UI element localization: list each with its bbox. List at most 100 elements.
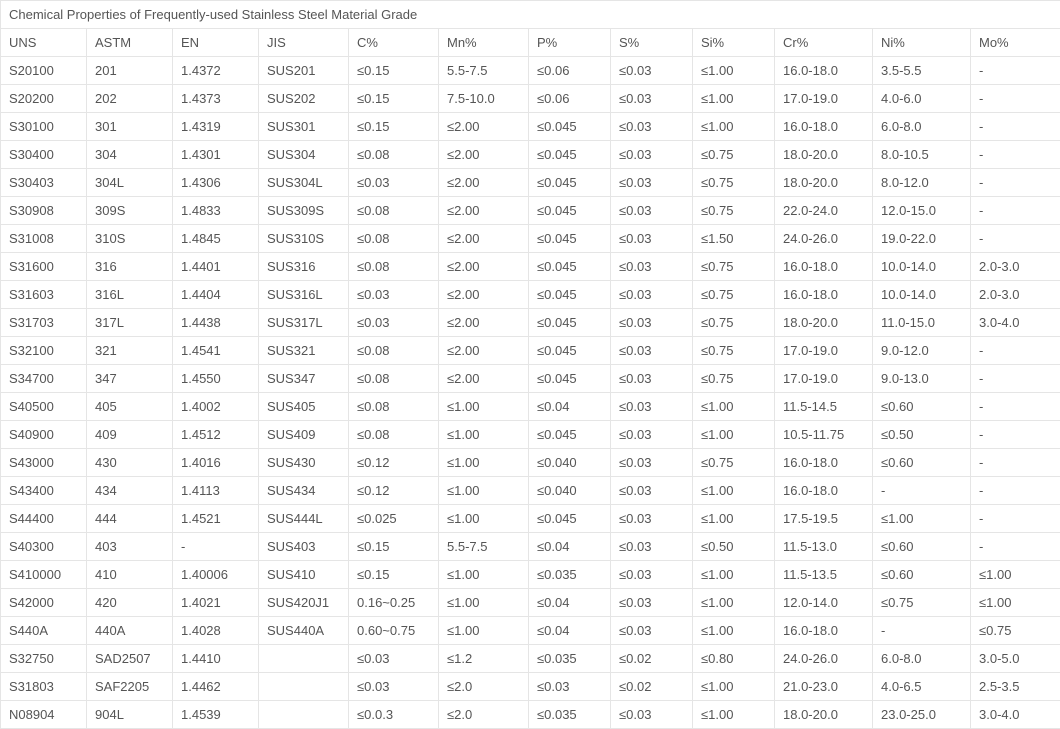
table-cell: SUS403 [259, 533, 349, 561]
table-row: S304003041.4301SUS304≤0.08≤2.00≤0.045≤0.… [1, 141, 1060, 169]
table-cell: 16.0-18.0 [775, 57, 873, 85]
table-cell: ≤0.08 [349, 197, 439, 225]
table-row: S202002021.4373SUS202≤0.157.5-10.0≤0.06≤… [1, 85, 1060, 113]
table-cell: ≤0.045 [529, 225, 611, 253]
table-cell: - [971, 225, 1060, 253]
table-cell: ≤1.00 [693, 673, 775, 701]
table-cell: ≤0.03 [611, 393, 693, 421]
table-cell: ≤0.75 [693, 197, 775, 225]
table-cell: ≤0.04 [529, 617, 611, 645]
table-cell: 317L [87, 309, 173, 337]
table-cell: - [971, 57, 1060, 85]
table-cell: 5.5-7.5 [439, 533, 529, 561]
table-cell: 5.5-7.5 [439, 57, 529, 85]
table-cell: 18.0-20.0 [775, 309, 873, 337]
table-cell: ≤0.03 [611, 169, 693, 197]
table-cell: ≤1.00 [439, 505, 529, 533]
table-cell: ≤0.75 [693, 449, 775, 477]
table-row: S321003211.4541SUS321≤0.08≤2.00≤0.045≤0.… [1, 337, 1060, 365]
table-cell: 440A [87, 617, 173, 645]
table-cell: 17.0-19.0 [775, 85, 873, 113]
table-cell: SUS321 [259, 337, 349, 365]
table-cell: 3.0-4.0 [971, 309, 1060, 337]
table-cell: ≤0.75 [873, 589, 971, 617]
table-cell: 24.0-26.0 [775, 225, 873, 253]
table-cell: 16.0-18.0 [775, 113, 873, 141]
table-cell: 1.4541 [173, 337, 259, 365]
table-cell: ≤0.06 [529, 85, 611, 113]
table-cell: ≤0.03 [611, 421, 693, 449]
table-cell: 23.0-25.0 [873, 701, 971, 729]
table-cell: 420 [87, 589, 173, 617]
table-cell: 12.0-15.0 [873, 197, 971, 225]
table-cell: 1.4845 [173, 225, 259, 253]
table-cell: 434 [87, 477, 173, 505]
table-cell: ≤0.045 [529, 197, 611, 225]
table-cell: ≤1.00 [693, 421, 775, 449]
table-cell: ≤0.03 [611, 253, 693, 281]
table-cell: S32100 [1, 337, 87, 365]
table-cell: 11.5-14.5 [775, 393, 873, 421]
table-row: S444004441.4521SUS444L≤0.025≤1.00≤0.045≤… [1, 505, 1060, 533]
table-cell: - [971, 141, 1060, 169]
table-cell: ≤1.00 [693, 505, 775, 533]
table-cell: 1.40006 [173, 561, 259, 589]
table-cell: ≤1.00 [439, 589, 529, 617]
table-cell: 2.0-3.0 [971, 281, 1060, 309]
table-cell: 8.0-10.5 [873, 141, 971, 169]
table-row: S31603316L1.4404SUS316L≤0.03≤2.00≤0.045≤… [1, 281, 1060, 309]
table-cell: 1.4113 [173, 477, 259, 505]
table-cell: 24.0-26.0 [775, 645, 873, 673]
table-cell: 1.4401 [173, 253, 259, 281]
table-cell: 16.0-18.0 [775, 477, 873, 505]
table-cell: ≤0.60 [873, 449, 971, 477]
table-cell: ≤0.50 [873, 421, 971, 449]
table-cell: 1.4016 [173, 449, 259, 477]
table-cell: ≤2.00 [439, 253, 529, 281]
table-body: S201002011.4372SUS201≤0.155.5-7.5≤0.06≤0… [1, 57, 1060, 729]
table-cell: 405 [87, 393, 173, 421]
table-cell: ≤0.08 [349, 253, 439, 281]
table-cell: ≤0.75 [693, 337, 775, 365]
table-cell: 1.4410 [173, 645, 259, 673]
table-row: S30403304L1.4306SUS304L≤0.03≤2.00≤0.045≤… [1, 169, 1060, 197]
table-row: S316003161.4401SUS316≤0.08≤2.00≤0.045≤0.… [1, 253, 1060, 281]
table-cell: 0.16~0.25 [349, 589, 439, 617]
table-cell: ≤1.50 [693, 225, 775, 253]
table-cell: ≤2.00 [439, 225, 529, 253]
table-cell: ≤0.60 [873, 533, 971, 561]
table-cell: 18.0-20.0 [775, 701, 873, 729]
table-cell: ≤1.00 [439, 617, 529, 645]
table-cell: ≤0.03 [611, 449, 693, 477]
table-cell: 202 [87, 85, 173, 113]
table-cell: 11.5-13.5 [775, 561, 873, 589]
table-cell: - [971, 421, 1060, 449]
table-cell: SUS304 [259, 141, 349, 169]
table-cell: ≤2.00 [439, 197, 529, 225]
col-header-mn: Mn% [439, 29, 529, 57]
table-cell: ≤0.08 [349, 365, 439, 393]
table-cell: S40900 [1, 421, 87, 449]
table-cell: 410 [87, 561, 173, 589]
table-cell: 310S [87, 225, 173, 253]
table-cell: 1.4373 [173, 85, 259, 113]
table-cell: 16.0-18.0 [775, 253, 873, 281]
table-cell: SUS434 [259, 477, 349, 505]
table-cell: ≤2.00 [439, 113, 529, 141]
table-cell: - [873, 617, 971, 645]
table-cell [259, 645, 349, 673]
table-cell: 1.4521 [173, 505, 259, 533]
table-cell: ≤1.00 [693, 561, 775, 589]
table-cell: ≤2.00 [439, 309, 529, 337]
table-cell: ≤0.035 [529, 561, 611, 589]
table-cell: ≤0.045 [529, 365, 611, 393]
table-cell: 1.4404 [173, 281, 259, 309]
table-cell: ≤2.00 [439, 141, 529, 169]
table-cell: 3.0-4.0 [971, 701, 1060, 729]
table-cell: ≤0.03 [611, 505, 693, 533]
table-cell: S40300 [1, 533, 87, 561]
table-cell: SUS430 [259, 449, 349, 477]
table-cell: ≤1.00 [439, 421, 529, 449]
table-cell: 301 [87, 113, 173, 141]
table-cell: - [971, 393, 1060, 421]
